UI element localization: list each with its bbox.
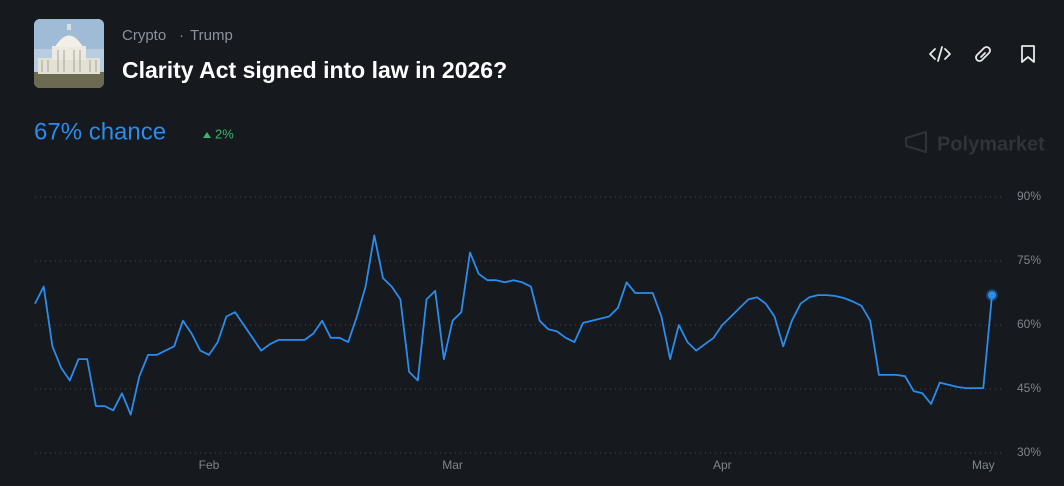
change-label: 2% [215,126,234,141]
bookmark-button[interactable] [1021,45,1035,63]
market-image[interactable] [34,19,104,88]
y-tick-label: 60% [1017,317,1041,331]
embed-button[interactable] [929,46,951,62]
breadcrumb-separator: · [179,27,184,44]
current-point [988,291,996,300]
watermark-logo [905,130,927,154]
watermark: Polymarket [905,130,1045,155]
x-tick-label: Mar [442,458,463,472]
market-title: Clarity Act signed into law in 2026? [122,57,507,83]
breadcrumb-category[interactable]: Trump [190,27,233,44]
y-tick-label: 45% [1017,381,1041,395]
chance-label: 67% chance [34,118,166,145]
watermark-text: Polymarket [937,133,1045,155]
x-tick-label: Feb [199,458,220,472]
x-tick-label: Apr [713,458,732,472]
y-tick-label: 75% [1017,253,1041,267]
x-tick-label: May [972,458,995,472]
price-line [34,234,993,416]
breadcrumb-category[interactable]: Crypto [122,27,166,44]
y-tick-label: 30% [1017,445,1041,459]
y-tick-label: 90% [1017,189,1041,203]
change-arrow [203,132,211,138]
copy-link-button[interactable] [975,46,991,62]
